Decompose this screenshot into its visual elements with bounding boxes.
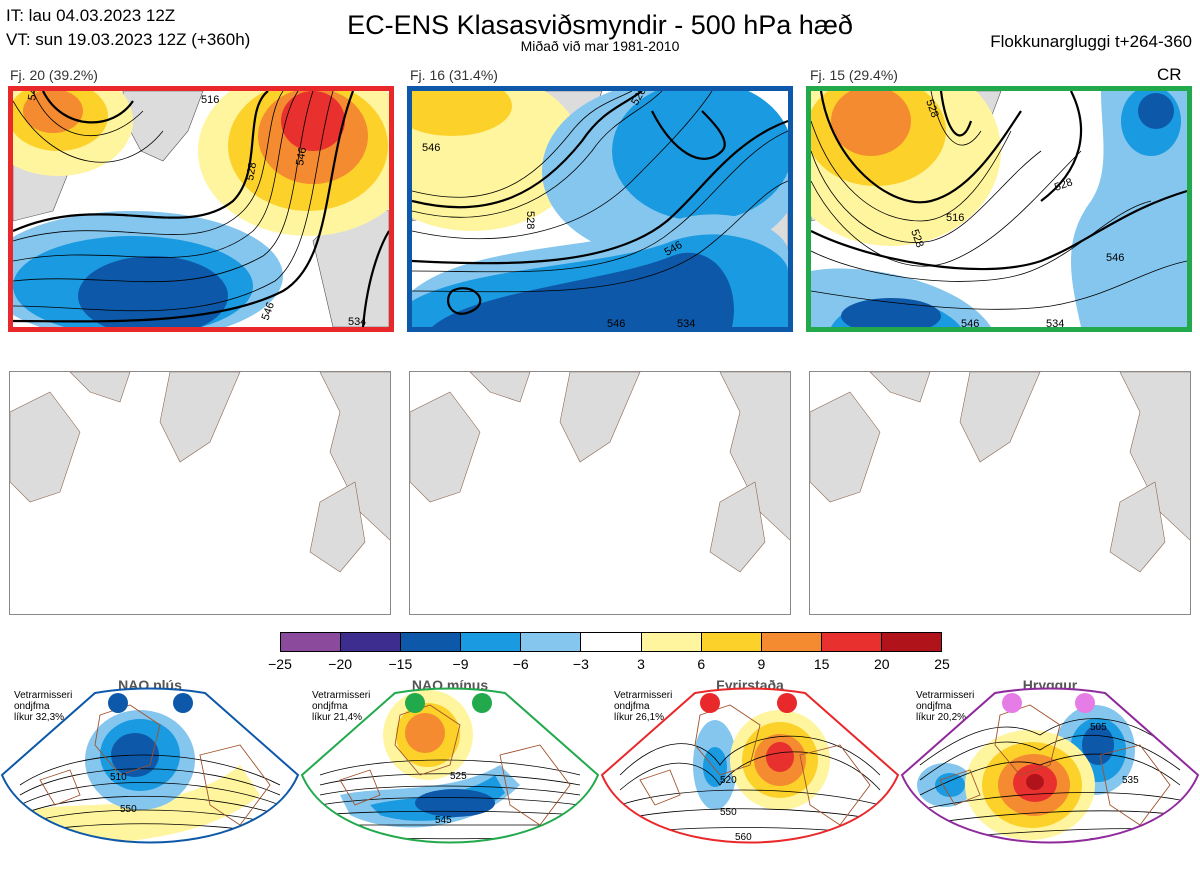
regime-hryggur: Hryggur Vetrarmisseri ondjfma líkur 20,2% xyxy=(900,675,1200,871)
cluster-1-anomaly-field: 546 528 546 516 528 546 534 xyxy=(13,91,389,327)
colorbar-segment xyxy=(760,633,821,651)
contour-label: 516 xyxy=(201,94,219,106)
regime-marker xyxy=(108,693,128,713)
contour-label: 528 xyxy=(923,98,941,119)
contour-label: 528 xyxy=(524,211,536,229)
cluster-2-label: Fj. 16 (31.4%) xyxy=(410,67,498,83)
cluster-3-label: Fj. 15 (29.4%) xyxy=(810,67,898,83)
regime-frame xyxy=(0,687,300,844)
page-title: EC-ENS Klasasviðsmyndir - 500 hPa hæð xyxy=(347,10,853,40)
colorbar-tick-label: 3 xyxy=(637,656,645,672)
regime-note: Vetrarmisseri ondjfma líkur 21,4% xyxy=(312,690,371,723)
contour-label: 534 xyxy=(677,318,695,327)
regime-marker xyxy=(777,693,797,713)
cluster-2-anomaly-field: 546 528 546 528 546 534 xyxy=(412,91,788,327)
empty-map-2-land xyxy=(410,372,790,573)
regime-fyrirstada-map: 520 550 560 xyxy=(600,687,900,844)
empty-map-3-land xyxy=(810,372,1190,573)
colorbar-tick-label: 20 xyxy=(874,656,890,672)
regime-note: Vetrarmisseri ondjfma líkur 26,1% xyxy=(614,690,673,723)
regime-nao-minus-map: 525 545 565 xyxy=(300,687,600,861)
regime-hryggur-map: 505 535 560 xyxy=(900,687,1200,844)
regime-nao-plus: NAO plús Vetrarmisseri ondjfma líkur 32,3%… xyxy=(0,675,300,871)
contour-label: 546 xyxy=(1106,252,1124,264)
colorbar-tick-label: −3 xyxy=(572,656,589,672)
contour-label: 550 xyxy=(720,807,737,818)
colorbar xyxy=(280,632,942,652)
colorbar-segment xyxy=(340,633,401,651)
contour-label: 528 xyxy=(1053,176,1074,194)
contour-label: 546 xyxy=(422,142,440,154)
regime-marker xyxy=(1075,693,1095,713)
empty-map-1 xyxy=(9,371,391,615)
colorbar-tick-label: −6 xyxy=(512,656,529,672)
contour-label: 565 xyxy=(445,850,462,861)
regime-note: Vetrarmisseri ondjfma líkur 20,2% xyxy=(916,690,975,723)
colorbar-segment xyxy=(820,633,881,651)
page-subtitle: Miðað við mar 1981-2010 xyxy=(520,38,680,54)
contour-label: 516 xyxy=(946,212,964,224)
colorbar-tick-label: −15 xyxy=(388,656,413,672)
empty-map-2 xyxy=(409,371,791,615)
regime-marker xyxy=(405,693,425,713)
empty-map-1-land xyxy=(10,372,390,573)
contour-label: 535 xyxy=(1122,775,1139,786)
regime-frame xyxy=(600,687,900,844)
cluster-3-anomaly-field: 528 528 546 528 516 546 534 xyxy=(811,91,1187,327)
colorbar-segment xyxy=(880,633,942,651)
contour-label: 528 xyxy=(244,161,259,181)
contour-label: 546 xyxy=(607,318,625,327)
colorbar-segment xyxy=(520,633,581,651)
colorbar-tick-label: 9 xyxy=(757,656,766,672)
colorbar-segment xyxy=(580,633,641,651)
contour-label: 520 xyxy=(720,775,737,786)
contour-label: 545 xyxy=(435,815,452,826)
contour-label: 534 xyxy=(1046,318,1064,327)
colorbar-tick-label: −9 xyxy=(452,656,469,672)
contour-label: 534 xyxy=(348,316,366,327)
colorbar-tick-label: 15 xyxy=(813,656,830,672)
contour-label: 546 xyxy=(961,318,979,327)
contour-label: 546 xyxy=(26,91,41,102)
colorbar-tick-label: −20 xyxy=(328,656,353,672)
cluster-1-map: 546 528 546 516 528 546 534 xyxy=(8,86,394,332)
regime-fyrirstada: Fyrirstaða Vetrarmisseri ondjfma líkur 26,… xyxy=(600,675,900,871)
contour-label: 560 xyxy=(735,832,752,843)
regime-marker xyxy=(472,693,492,713)
colorbar-segment xyxy=(640,633,701,651)
colorbar-segment xyxy=(400,633,461,651)
colorbar-tick-label: 6 xyxy=(697,656,706,672)
contour-label: 528 xyxy=(908,228,926,249)
contour-label: 525 xyxy=(450,771,467,782)
colorbar-segment xyxy=(281,633,341,651)
regime-marker xyxy=(700,693,720,713)
contour-label: 550 xyxy=(120,804,137,815)
cr-label: CR xyxy=(1157,65,1182,84)
regime-frame xyxy=(900,687,1200,844)
regime-nao-plus-map: 510 550 xyxy=(0,687,300,844)
colorbar-tick-label: −25 xyxy=(268,656,292,672)
cluster-3-map: 528 528 546 528 516 546 534 xyxy=(806,86,1192,332)
empty-map-3 xyxy=(809,371,1191,615)
window-label: Flokkunargluggi t+264-360 xyxy=(990,32,1192,51)
colorbar-segment xyxy=(700,633,761,651)
valid-time: VT: sun 19.03.2023 12Z (+360h) xyxy=(6,30,251,49)
contour-label: 505 xyxy=(1090,722,1107,733)
contour-label: 510 xyxy=(110,772,127,783)
init-time: IT: lau 04.03.2023 12Z xyxy=(6,6,176,25)
cluster-2-map: 546 528 546 528 546 534 xyxy=(407,86,793,332)
contour-label: 546 xyxy=(294,146,309,166)
regime-frame xyxy=(300,687,600,844)
colorbar-tick-label: 25 xyxy=(934,656,950,672)
contour-label: 546 xyxy=(260,301,278,322)
regime-marker xyxy=(1002,693,1022,713)
regime-marker xyxy=(173,693,193,713)
regime-note: Vetrarmisseri ondjfma líkur 32,3% xyxy=(14,690,73,723)
cluster-1-label: Fj. 20 (39.2%) xyxy=(10,67,98,83)
colorbar-segment xyxy=(460,633,521,651)
regime-nao-minus: NAO mínus Vetrarmisseri ondjfma líkur 21,4… xyxy=(300,675,600,871)
